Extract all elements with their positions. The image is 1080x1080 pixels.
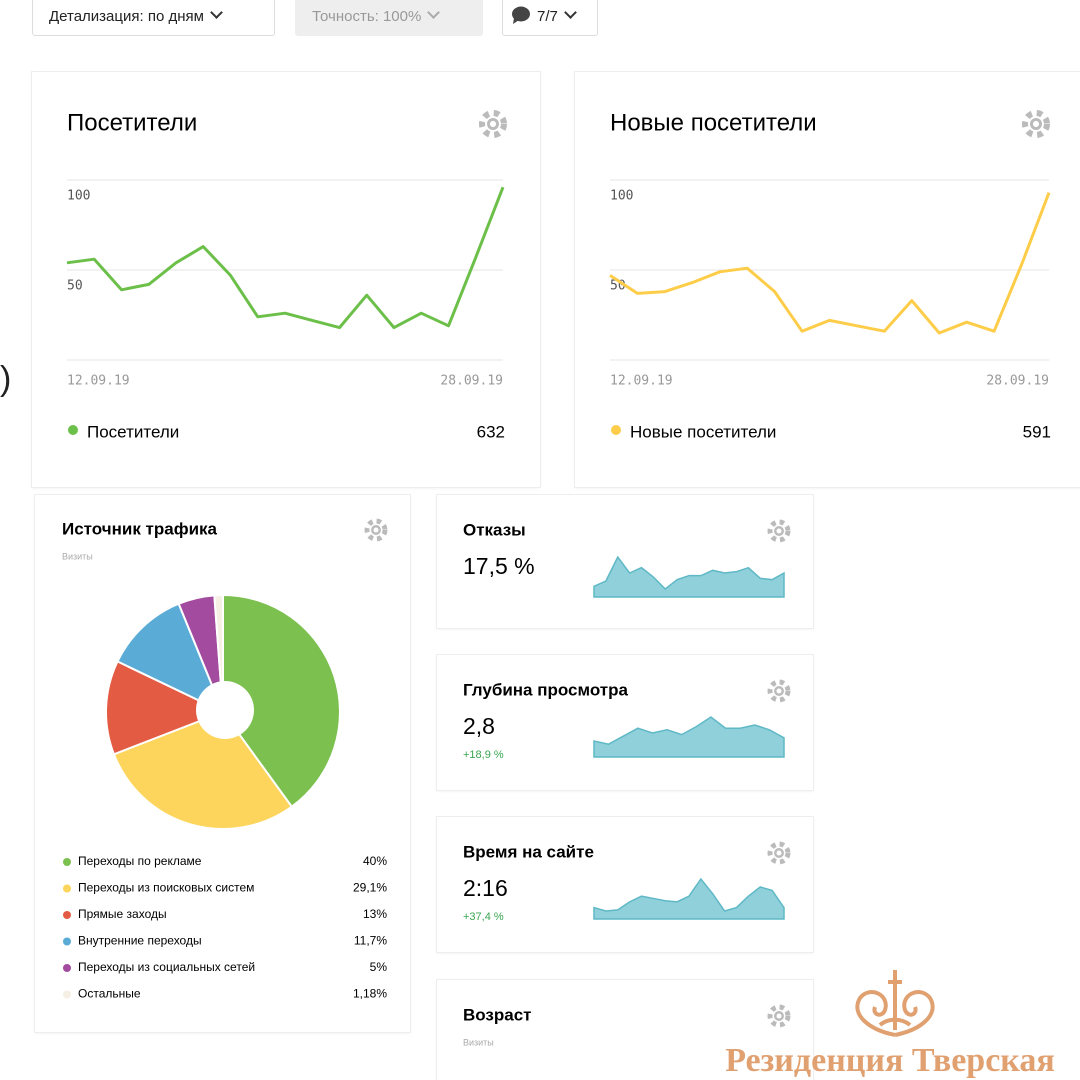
legend-dot <box>611 425 621 435</box>
legend-label: Внутренние переходы <box>78 934 202 948</box>
legend-dot <box>68 425 78 435</box>
card-canvas: Отказы 17,5 % <box>463 519 791 598</box>
legend-dot <box>63 964 71 972</box>
settings-gear <box>1021 109 1051 139</box>
legend-total: 591 <box>1023 422 1051 441</box>
y-tick-label: 100 <box>610 189 633 204</box>
line-series <box>66 186 505 330</box>
legend-value: 40% <box>363 854 387 868</box>
settings-gear-hole <box>1032 120 1040 128</box>
legend-dot <box>63 858 71 866</box>
settings-gear-hole <box>373 527 379 533</box>
time-card: Время на сайте 2:16 +37,4 % <box>437 817 813 952</box>
legend-dot <box>63 990 71 999</box>
button-label: 7/7 <box>537 8 558 25</box>
sparkline-area <box>593 555 785 598</box>
legend-label: Переходы из поисковых систем <box>78 881 254 895</box>
depth-card: Глубина просмотра 2,8 +18,9 % <box>437 655 813 790</box>
y-tick-label: 50 <box>67 279 83 294</box>
legend-value: 11,7% <box>354 934 387 948</box>
legend-label: Новые посетители <box>630 422 776 441</box>
metric-change: +18,9 % <box>463 749 504 761</box>
x-tick-label: 12.09.19 <box>67 374 130 389</box>
pie-slice <box>116 602 225 715</box>
card-subtitle: Визиты <box>463 1037 494 1047</box>
x-tick-label: 28.09.19 <box>440 374 503 389</box>
settings-gear-hole <box>776 850 782 856</box>
new-visitors-card: Новые посетители 50 100 12.09.19 28.09.19 Нов… <box>575 72 1080 487</box>
age-card: Возраст Визиты <box>437 980 813 1080</box>
card-canvas: Время на сайте 2:16 +37,4 % <box>463 841 791 923</box>
x-tick-label: 28.09.19 <box>986 374 1049 389</box>
legend-value: 5% <box>370 960 388 974</box>
watermark-text: Резиденция Тверская <box>725 1042 1055 1079</box>
card-canvas: Посетители 50 100 12.09.19 28.09.19 Посетител… <box>66 109 508 441</box>
sparkline-area <box>593 877 785 920</box>
pie-slice <box>105 660 226 756</box>
chevron <box>210 6 223 19</box>
chevron <box>563 6 577 19</box>
comment-icon <box>512 6 530 24</box>
watermark: Резиденция Тверская <box>725 970 1055 1079</box>
settings-gear <box>767 519 791 543</box>
settings-gear-hole <box>776 528 782 534</box>
card-title: Отказы <box>463 520 526 539</box>
line-series <box>609 192 1051 335</box>
y-tick-label: 100 <box>67 189 90 204</box>
pie-slice <box>222 593 341 809</box>
card-title: Источник трафика <box>62 519 218 538</box>
legend-label: Переходы из социальных сетей <box>78 960 255 974</box>
metric-change: +37,4 % <box>463 911 504 923</box>
settings-gear <box>364 518 388 542</box>
chevron <box>427 6 441 19</box>
traffic-source-card: Источник трафика Визиты Переходы по реклам… <box>35 495 410 1032</box>
visitors-card: Посетители 50 100 12.09.19 28.09.19 Посетител… <box>32 72 540 487</box>
metric-value: 2:16 <box>463 875 508 901</box>
sparkline-area <box>593 716 785 758</box>
bounce-card: Отказы 17,5 % <box>437 495 813 628</box>
metric-value: 17,5 % <box>463 553 535 579</box>
settings-gear <box>767 1004 791 1028</box>
x-tick-label: 12.09.19 <box>610 374 673 389</box>
card-canvas: Возраст Визиты <box>463 1004 791 1047</box>
legend-dot <box>63 884 71 893</box>
settings-gear <box>767 841 791 865</box>
settings-gear-hole <box>776 688 782 694</box>
legend-value: 1,18% <box>353 987 387 1001</box>
card-subtitle: Визиты <box>62 551 93 561</box>
card-canvas: Глубина просмотра 2,8 +18,9 % <box>463 679 791 761</box>
legend-label: Переходы по рекламе <box>78 854 202 868</box>
comments-button[interactable]: 7/7 <box>502 0 598 36</box>
card-title: Возраст <box>463 1005 532 1024</box>
legend-dot <box>63 937 71 946</box>
legend-label: Остальные <box>78 987 141 1001</box>
legend-label: Прямые заходы <box>78 907 167 921</box>
edge-fragment: ) <box>0 360 12 398</box>
metric-value: 2,8 <box>463 713 495 739</box>
legend-value: 29,1% <box>353 881 387 895</box>
settings-gear <box>478 109 508 139</box>
card-canvas: Источник трафика Визиты Переходы по реклам… <box>62 518 388 1001</box>
card-title: Посетители <box>67 109 197 136</box>
legend-total: 632 <box>477 422 505 441</box>
donut-hole <box>196 681 254 739</box>
button-label: Детализация: по дням <box>49 8 204 25</box>
legend-value: 13% <box>363 907 387 921</box>
legend-dot <box>63 911 71 919</box>
detail-button[interactable]: Детализация: по дням <box>32 0 275 36</box>
settings-gear-hole <box>776 1013 782 1019</box>
button-label: Точность: 100% <box>312 8 422 25</box>
card-title: Время на сайте <box>463 842 594 861</box>
settings-gear <box>767 679 791 703</box>
settings-gear-hole <box>489 120 497 128</box>
pie-slice <box>112 710 294 830</box>
card-title: Глубина просмотра <box>463 680 629 699</box>
accuracy-button[interactable]: Точность: 100% <box>295 0 483 36</box>
card-title: Новые посетители <box>610 109 817 136</box>
legend-label: Посетители <box>87 422 179 441</box>
watermark-ornament <box>855 970 935 1037</box>
